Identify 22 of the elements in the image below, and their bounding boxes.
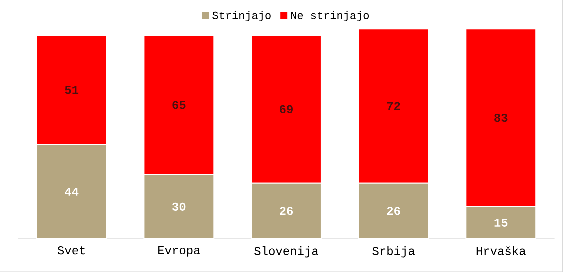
x-tick-label: Evropa bbox=[158, 246, 200, 257]
data-label: 83 bbox=[494, 114, 508, 122]
data-label: 26 bbox=[280, 207, 294, 216]
data-label: 30 bbox=[172, 202, 186, 211]
bar bbox=[466, 206, 537, 239]
legend-label: Strinjajo bbox=[212, 11, 271, 22]
x-tick-label: Svet bbox=[58, 246, 86, 255]
data-label: 65 bbox=[172, 101, 186, 110]
data-label: 26 bbox=[387, 207, 400, 216]
bar bbox=[36, 144, 108, 239]
legend-label: Ne strinjajo bbox=[291, 11, 370, 22]
data-label: 72 bbox=[387, 102, 400, 110]
bar bbox=[144, 174, 215, 239]
bar bbox=[358, 182, 430, 239]
data-label: 44 bbox=[65, 188, 79, 196]
data-label: 15 bbox=[494, 218, 508, 227]
x-tick-label: Slovenija bbox=[254, 246, 318, 258]
data-label: 51 bbox=[65, 86, 79, 94]
bar bbox=[251, 182, 322, 239]
x-tick-label: Hrvaška bbox=[476, 246, 526, 256]
x-tick-label: Srbija bbox=[372, 246, 415, 258]
data-label: 69 bbox=[280, 105, 293, 114]
